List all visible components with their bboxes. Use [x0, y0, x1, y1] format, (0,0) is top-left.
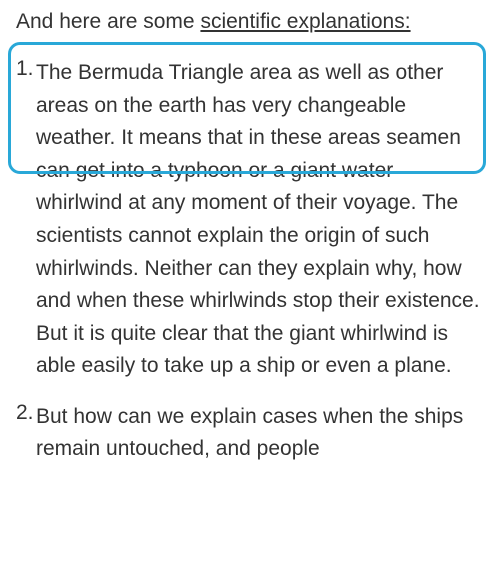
explanation-list: 1. The Bermuda Triangle area as well as …: [16, 57, 484, 466]
list-item: 2. But how can we explain cases when the…: [36, 401, 484, 466]
list-item: 1. The Bermuda Triangle area as well as …: [36, 57, 484, 382]
intro-text: And here are some scientific explanation…: [16, 8, 484, 35]
list-number-1: 1.: [16, 57, 34, 81]
list-text-1: The Bermuda Triangle area as well as oth…: [36, 57, 484, 382]
list-number-2: 2.: [16, 401, 34, 425]
intro-underlined: scientific explanations:: [200, 10, 410, 33]
intro-prefix: And here are some: [16, 10, 200, 33]
list-text-2: But how can we explain cases when the sh…: [36, 401, 484, 466]
